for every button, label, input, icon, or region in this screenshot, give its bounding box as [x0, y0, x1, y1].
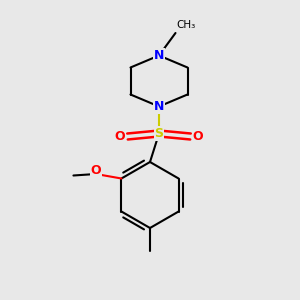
Text: O: O	[91, 164, 101, 177]
Text: O: O	[193, 130, 203, 143]
Text: S: S	[154, 127, 164, 140]
Text: O: O	[115, 130, 125, 143]
Text: N: N	[154, 49, 164, 62]
Text: CH₃: CH₃	[176, 20, 196, 31]
Text: N: N	[154, 100, 164, 113]
